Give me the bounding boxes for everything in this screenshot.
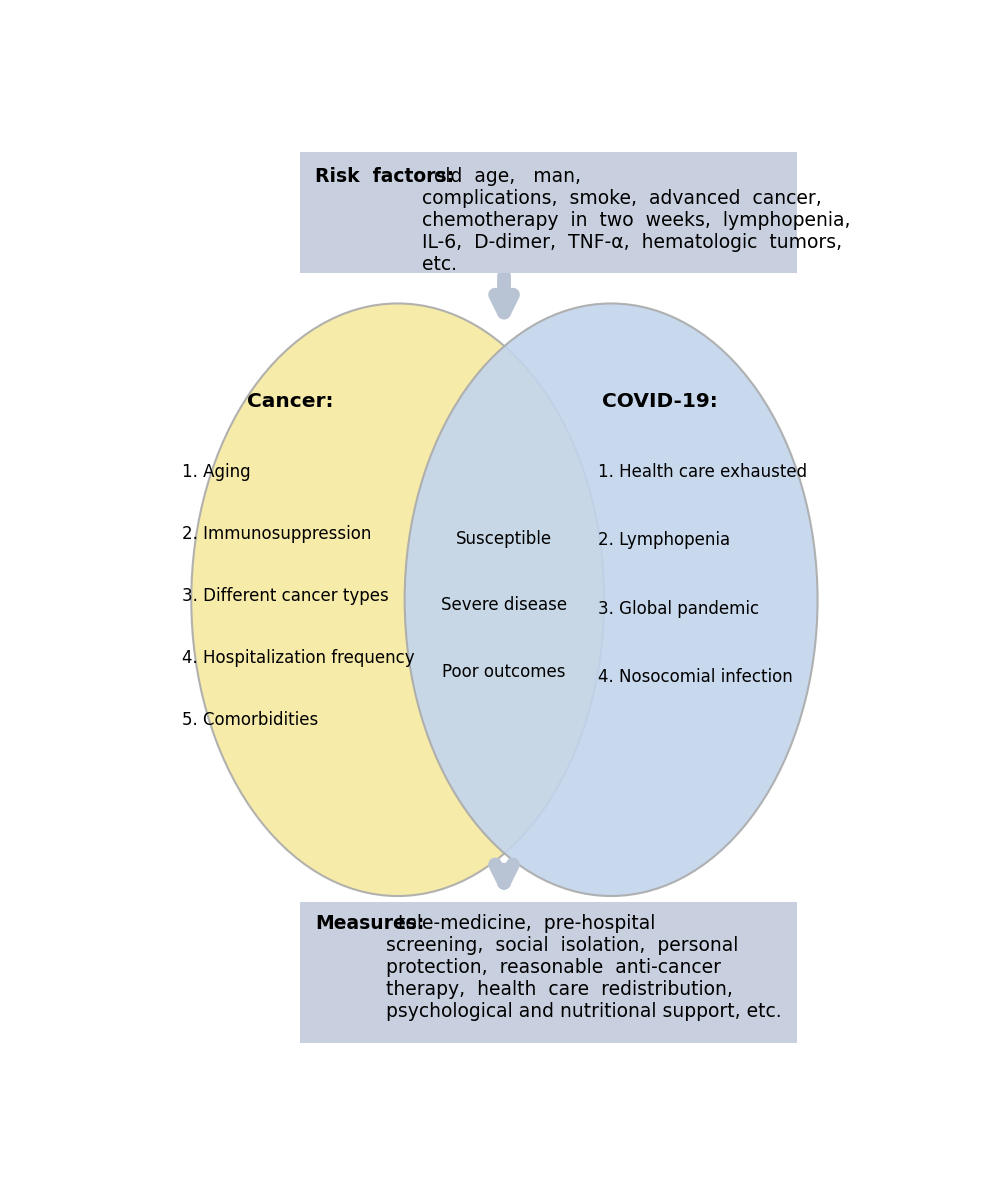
Text: Risk  factors:: Risk factors: (315, 167, 454, 186)
Ellipse shape (405, 303, 818, 896)
Text: Measures:: Measures: (315, 914, 424, 933)
Text: Severe disease: Severe disease (441, 597, 568, 614)
Text: 4. Nosocomial infection: 4. Nosocomial infection (598, 668, 793, 687)
Text: 4. Hospitalization frequency: 4. Hospitalization frequency (182, 649, 414, 667)
Text: COVID-19:: COVID-19: (601, 392, 718, 411)
Text: 2. Immunosuppression: 2. Immunosuppression (182, 525, 372, 543)
Text: 2. Lymphopenia: 2. Lymphopenia (598, 532, 731, 549)
Text: Poor outcomes: Poor outcomes (442, 663, 566, 681)
Text: 1. Aging: 1. Aging (182, 463, 250, 481)
Ellipse shape (191, 303, 604, 896)
Text: 1. Health care exhausted: 1. Health care exhausted (598, 463, 807, 481)
Text: Susceptible: Susceptible (456, 529, 552, 548)
FancyBboxPatch shape (300, 152, 797, 274)
Text: 5. Comorbidities: 5. Comorbidities (182, 712, 318, 729)
Text: 3. Global pandemic: 3. Global pandemic (598, 600, 759, 618)
Text: Cancer:: Cancer: (247, 392, 333, 411)
Text: old  age,   man,
complications,  smoke,  advanced  cancer,
chemotherapy  in  two: old age, man, complications, smoke, adva… (421, 167, 850, 274)
Text: tele-medicine,  pre-hospital
screening,  social  isolation,  personal
protection: tele-medicine, pre-hospital screening, s… (387, 914, 782, 1022)
FancyBboxPatch shape (300, 901, 797, 1043)
Text: 3. Different cancer types: 3. Different cancer types (182, 587, 389, 605)
